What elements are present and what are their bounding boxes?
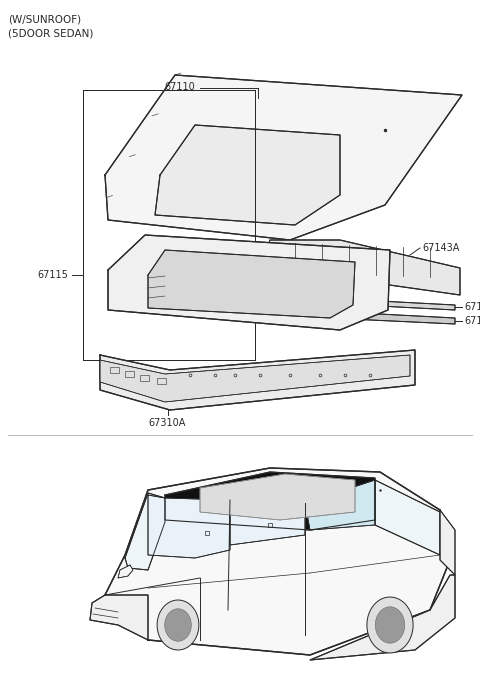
Polygon shape <box>305 480 375 530</box>
Text: 67136: 67136 <box>464 302 480 312</box>
Polygon shape <box>118 565 133 578</box>
Bar <box>110 367 119 373</box>
Polygon shape <box>367 597 413 653</box>
Polygon shape <box>157 600 199 650</box>
Polygon shape <box>165 609 192 641</box>
Polygon shape <box>265 308 455 324</box>
Text: 67134A: 67134A <box>464 316 480 326</box>
Polygon shape <box>265 295 455 310</box>
Polygon shape <box>440 510 455 575</box>
Polygon shape <box>105 75 462 240</box>
Polygon shape <box>310 575 455 660</box>
Bar <box>157 378 166 384</box>
Text: (5DOOR SEDAN): (5DOOR SEDAN) <box>8 28 94 38</box>
Text: (W/SUNROOF): (W/SUNROOF) <box>8 14 81 24</box>
Text: 67110: 67110 <box>164 82 195 92</box>
Polygon shape <box>155 125 340 225</box>
Polygon shape <box>108 235 390 330</box>
Bar <box>125 371 134 377</box>
Text: 67143A: 67143A <box>422 243 459 253</box>
Polygon shape <box>200 474 355 520</box>
Polygon shape <box>148 250 355 318</box>
Polygon shape <box>125 493 165 570</box>
Polygon shape <box>375 607 405 643</box>
Polygon shape <box>265 240 460 295</box>
Polygon shape <box>375 480 440 555</box>
Polygon shape <box>148 495 230 558</box>
Polygon shape <box>100 355 410 402</box>
Polygon shape <box>90 595 148 640</box>
Polygon shape <box>165 472 375 530</box>
Polygon shape <box>230 500 305 545</box>
Text: 67115: 67115 <box>37 270 68 280</box>
Polygon shape <box>100 350 415 410</box>
Polygon shape <box>105 468 450 655</box>
Text: 67310A: 67310A <box>148 418 185 428</box>
Bar <box>140 375 149 381</box>
